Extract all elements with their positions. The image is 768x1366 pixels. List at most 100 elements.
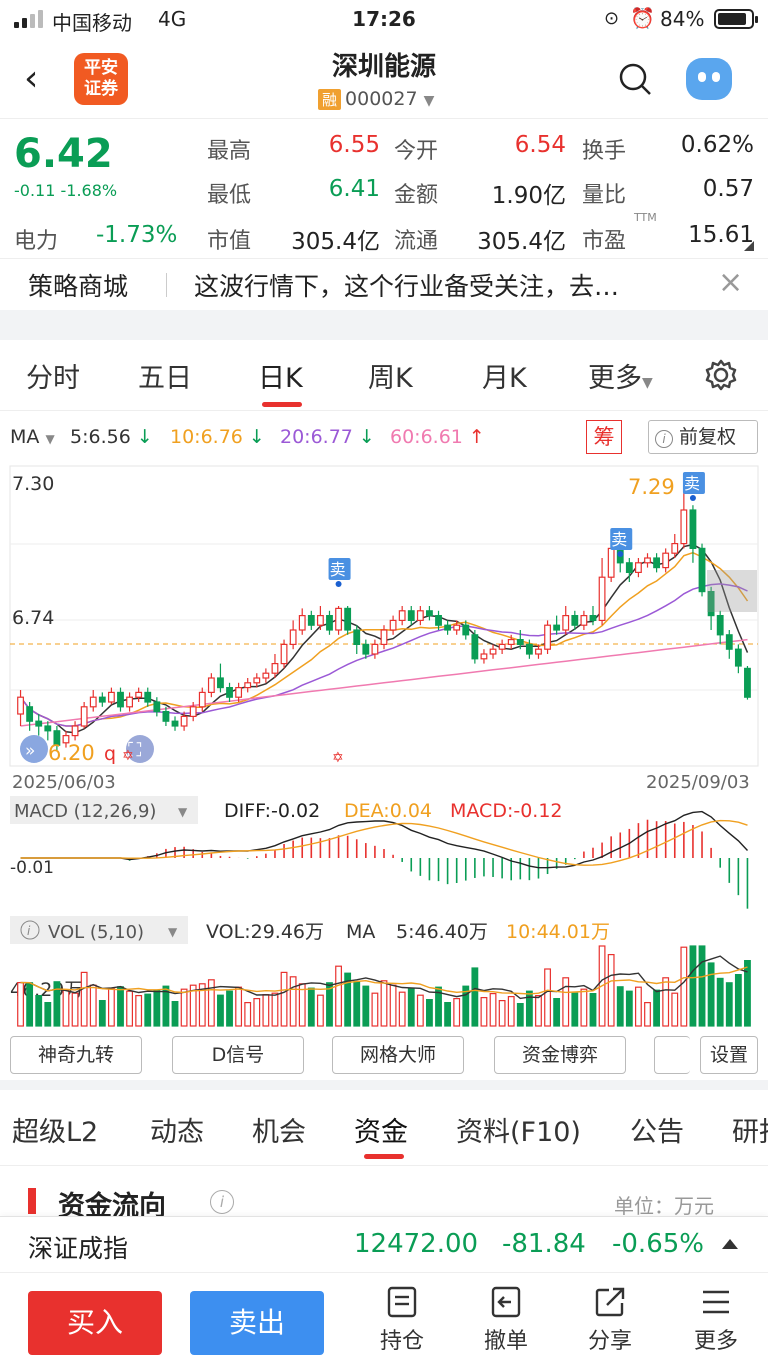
macd-label-box[interactable] bbox=[10, 796, 198, 824]
chip-distribution-button[interactable]: 筹 bbox=[586, 420, 622, 454]
close-icon[interactable]: × bbox=[718, 265, 744, 300]
more-button[interactable]: 更多 bbox=[676, 1285, 756, 1355]
stock-code-selector[interactable]: 融 000027 ▼ bbox=[318, 88, 434, 110]
field-label: 金额 bbox=[394, 183, 439, 208]
volume-bar bbox=[625, 990, 633, 1027]
candle-body bbox=[625, 562, 633, 574]
vol-label-box[interactable] bbox=[10, 916, 188, 944]
broker-logo[interactable]: 平安 证券 bbox=[74, 53, 128, 105]
indicator-fund-game[interactable]: 资金博弈 bbox=[494, 1036, 626, 1074]
macd-lines bbox=[20, 810, 749, 869]
candle-body bbox=[62, 735, 70, 744]
volume-bar bbox=[253, 997, 261, 1027]
candle-body bbox=[707, 591, 715, 617]
tab-capital[interactable]: 资金 bbox=[354, 1117, 408, 1148]
sector-name[interactable]: 电力 bbox=[14, 229, 59, 254]
chevron-down-icon: ▼ bbox=[168, 925, 178, 939]
detail-tabs: 超级L2 动态 机会 资金 资料(F10) 公告 研报 bbox=[0, 1090, 768, 1166]
candle-body bbox=[671, 542, 679, 554]
tab-super-l2[interactable]: 超级L2 bbox=[12, 1117, 99, 1148]
info-icon[interactable]: i bbox=[210, 1190, 234, 1214]
buy-button[interactable]: 买入 bbox=[28, 1291, 162, 1355]
expand-icon: ⛶ bbox=[127, 739, 142, 761]
cancel-order-button[interactable]: 撤单 bbox=[466, 1285, 546, 1355]
candle-body bbox=[180, 715, 188, 727]
ma-selector[interactable]: MA ▼ bbox=[10, 426, 55, 448]
fullscreen-icon[interactable] bbox=[126, 735, 154, 763]
candle-body bbox=[680, 509, 688, 545]
volume-bar bbox=[489, 992, 497, 1027]
settings-gear-icon[interactable] bbox=[704, 358, 738, 392]
expand-up-icon[interactable] bbox=[722, 1239, 738, 1249]
search-icon[interactable] bbox=[618, 62, 652, 96]
tab-opportunity[interactable]: 机会 bbox=[252, 1117, 306, 1148]
index-ticker-bar[interactable]: 深证成指 12472.00 -81.84 -0.65% bbox=[0, 1216, 768, 1272]
tab-more[interactable]: 更多▼ bbox=[588, 356, 653, 395]
share-button[interactable]: 分享 bbox=[570, 1285, 650, 1355]
holdings-label: 持仓 bbox=[379, 1329, 424, 1354]
tab-research[interactable]: 研报 bbox=[732, 1117, 768, 1148]
strategy-banner[interactable]: 策略商城 这波行情下，这个行业备受关注，去… × bbox=[0, 258, 768, 310]
status-bar: 中国移动 4G 17:26 ⊙ ⏰ 84% bbox=[0, 0, 768, 40]
low-price-label: 6.20 bbox=[48, 741, 95, 765]
volume-bar bbox=[162, 985, 170, 1027]
share-label: 分享 bbox=[587, 1329, 632, 1354]
tab-monthly-k[interactable]: 月K bbox=[482, 363, 527, 394]
collapse-left-icon[interactable] bbox=[20, 735, 48, 763]
divider bbox=[166, 273, 167, 297]
tab-weekly-k[interactable]: 周K bbox=[368, 363, 413, 394]
indicator-settings[interactable]: 设置 bbox=[700, 1036, 758, 1074]
volume-bar bbox=[680, 946, 688, 1027]
candle-body bbox=[389, 619, 397, 631]
candle-body bbox=[316, 615, 324, 626]
sell-dot bbox=[335, 581, 342, 587]
indicator-d-signal[interactable]: D信号 bbox=[172, 1036, 304, 1074]
tab-five-day[interactable]: 五日 bbox=[138, 363, 192, 394]
battery-icon bbox=[714, 9, 758, 29]
volume-bar bbox=[635, 986, 642, 1027]
holdings-button[interactable]: 持仓 bbox=[362, 1285, 442, 1355]
volume-bar bbox=[180, 988, 188, 1027]
back-icon[interactable]: ‹ bbox=[24, 58, 39, 99]
volume-bar bbox=[71, 992, 79, 1027]
volume-bar bbox=[462, 985, 470, 1027]
indicator-grid-master[interactable]: 网格大师 bbox=[332, 1036, 464, 1074]
candles bbox=[17, 488, 751, 750]
tab-intraday[interactable]: 分时 bbox=[26, 363, 80, 394]
candle-body bbox=[171, 720, 179, 727]
indicator-more[interactable] bbox=[654, 1036, 690, 1074]
tab-announcements[interactable]: 公告 bbox=[630, 1117, 684, 1148]
candle-body bbox=[307, 615, 315, 626]
star-marker-icon: ✡ bbox=[122, 748, 134, 764]
expand-corner-icon[interactable] bbox=[744, 241, 754, 251]
tab-daily-k[interactable]: 日K bbox=[258, 363, 303, 394]
candle-body bbox=[126, 696, 133, 708]
carrier-name: 中国移动 bbox=[52, 11, 132, 35]
candle-body bbox=[298, 615, 306, 631]
volume-bar bbox=[362, 985, 370, 1027]
sector-change[interactable]: -1.73% bbox=[96, 222, 178, 248]
candle-body bbox=[89, 696, 97, 708]
price-panel-frame bbox=[9, 465, 759, 767]
active-tab-underline bbox=[364, 1154, 404, 1159]
volume-bar bbox=[26, 982, 34, 1027]
sell-marker-label: 卖 bbox=[684, 474, 700, 493]
volume-bar bbox=[335, 965, 342, 1027]
price-adjust-button[interactable]: i 前复权 bbox=[648, 420, 758, 454]
sell-button[interactable]: 卖出 bbox=[190, 1291, 324, 1355]
volume-bar bbox=[171, 1000, 179, 1027]
tab-f10[interactable]: 资料(F10) bbox=[456, 1117, 581, 1148]
indicator-magic-nine[interactable]: 神奇九转 bbox=[10, 1036, 142, 1074]
section-gap bbox=[0, 310, 768, 340]
index-change: -81.84 bbox=[502, 1229, 586, 1259]
candle-body bbox=[207, 677, 215, 693]
volume-bar bbox=[262, 993, 270, 1027]
tab-news[interactable]: 动态 bbox=[150, 1117, 204, 1148]
candle-body bbox=[725, 634, 733, 650]
candle-body bbox=[71, 725, 79, 737]
ma10-value: 10:6.76 ↓ bbox=[170, 426, 265, 448]
macd-value: MACD:-0.12 bbox=[450, 800, 563, 822]
ai-assistant-icon[interactable] bbox=[686, 58, 732, 100]
k-line-chart[interactable]: 7.30 6.74 卖卖卖 7.29 6.20 » ⛶ q ✡ ✡ 2025/0… bbox=[0, 460, 768, 1080]
q-marker: q bbox=[104, 743, 116, 765]
